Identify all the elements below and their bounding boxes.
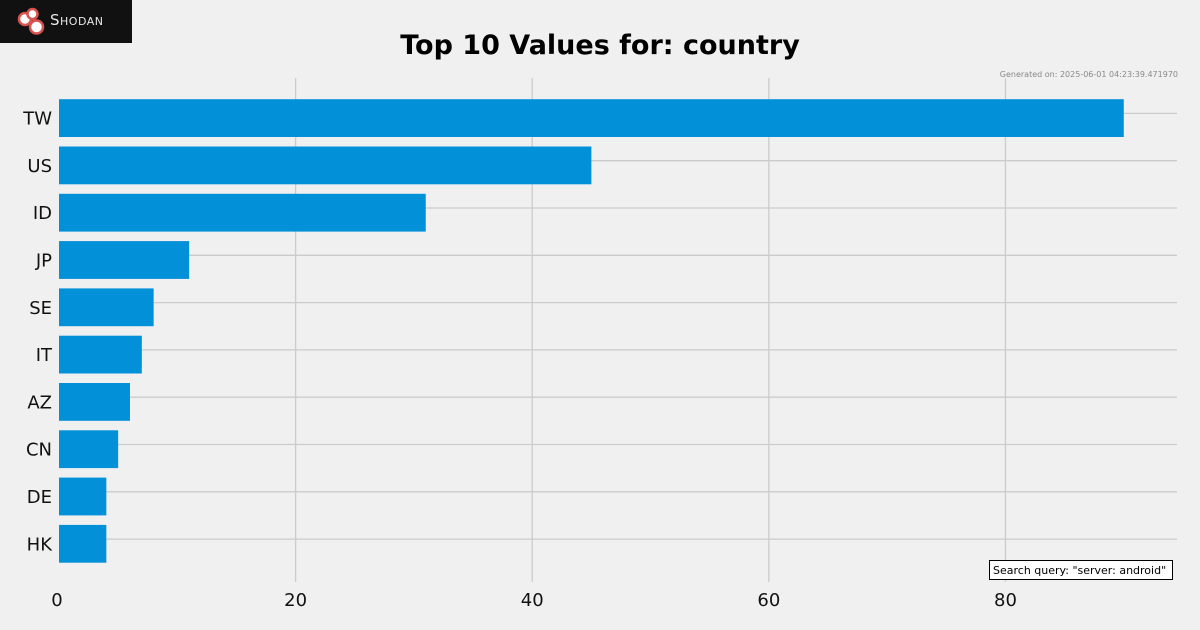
y-tick-label: HK [27, 534, 54, 555]
y-tick-label: CN [26, 440, 52, 461]
bar-us [59, 146, 592, 185]
shodan-logo-icon [17, 7, 45, 35]
bar-se [59, 288, 154, 327]
bar-it [59, 335, 142, 374]
x-tick-label: 0 [51, 590, 62, 611]
generated-timestamp: Generated on: 2025-06-01 04:23:39.471970 [1000, 70, 1178, 79]
bar-jp [59, 241, 190, 279]
y-tick-label: DE [27, 487, 52, 508]
bar-tw [59, 99, 1124, 137]
y-tick-label: JP [35, 251, 52, 272]
bar-id [59, 193, 426, 232]
x-tick-label: 20 [284, 590, 307, 611]
x-tick-label: 80 [994, 590, 1017, 611]
y-tick-label: US [27, 156, 52, 177]
y-tick-label: AZ [27, 392, 52, 413]
y-tick-label: ID [33, 203, 52, 224]
chart-title: Top 10 Values for: country [400, 30, 800, 61]
x-tick-label: 40 [521, 590, 544, 611]
bar-az [59, 383, 130, 421]
bar-de [59, 477, 107, 516]
y-tick-label: IT [36, 345, 53, 366]
search-query-box: Search query: "server: android" [989, 560, 1173, 580]
y-tick-label: TW [22, 109, 52, 130]
bar-hk [59, 524, 107, 563]
shodan-logo-text: Shodan [50, 11, 104, 29]
y-tick-label: SE [29, 298, 52, 319]
search-query-text: Search query: "server: android" [993, 564, 1166, 577]
bar-cn [59, 430, 119, 469]
shodan-logo: Shodan [0, 0, 132, 43]
x-tick-label: 60 [757, 590, 780, 611]
